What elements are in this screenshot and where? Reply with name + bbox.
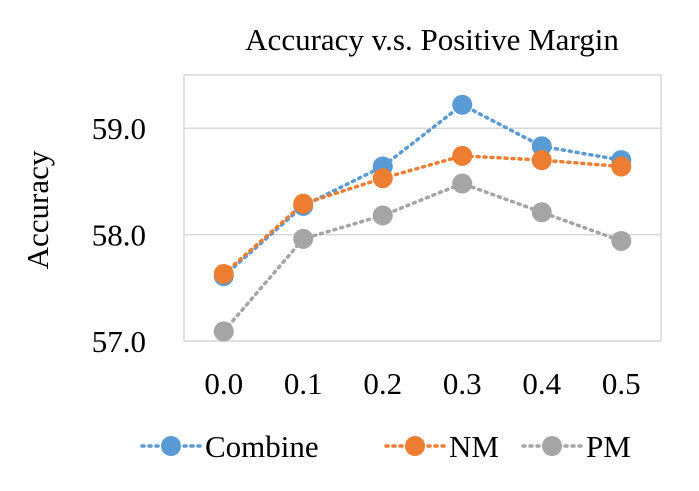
legend-marker (405, 436, 425, 456)
x-tick-label: 0.1 (284, 366, 323, 401)
legend-label: Combine (205, 429, 319, 464)
chart-title: Accuracy v.s. Positive Margin (245, 22, 619, 57)
y-tick-label: 58.0 (92, 218, 146, 253)
data-point (293, 193, 314, 214)
x-tick-label: 0.0 (204, 366, 243, 401)
x-tick-label: 0.5 (602, 366, 641, 401)
series-line (222, 154, 623, 276)
series-line (222, 181, 623, 334)
legend-marker (161, 436, 181, 456)
data-point (452, 94, 473, 115)
y-tick-label: 57.0 (92, 324, 146, 359)
data-point (213, 263, 234, 284)
x-tick-label: 0.2 (363, 366, 402, 401)
x-tick-label: 0.3 (443, 366, 482, 401)
data-point (452, 173, 473, 194)
legend-label: PM (586, 429, 631, 464)
series-line (222, 102, 623, 278)
legend-label: NM (449, 429, 499, 464)
data-point (531, 136, 552, 157)
legend-marker (542, 436, 562, 456)
data-point (372, 168, 393, 189)
y-axis-label: Accuracy (20, 150, 55, 269)
data-point (531, 202, 552, 223)
legend: Combine NM PM (140, 429, 631, 464)
data-point (531, 150, 552, 171)
data-point (372, 205, 393, 226)
plot-frame (183, 74, 662, 342)
y-tick-label: 59.0 (92, 111, 146, 146)
data-point (213, 321, 234, 342)
data-point (611, 230, 632, 251)
x-tick-label: 0.4 (522, 366, 561, 401)
plot-area: 57.0 58.0 59.0 0.0 0.1 0.2 0.3 0.4 0.5 (92, 74, 662, 401)
data-point (611, 156, 632, 177)
data-point (452, 145, 473, 166)
data-point (293, 228, 314, 249)
